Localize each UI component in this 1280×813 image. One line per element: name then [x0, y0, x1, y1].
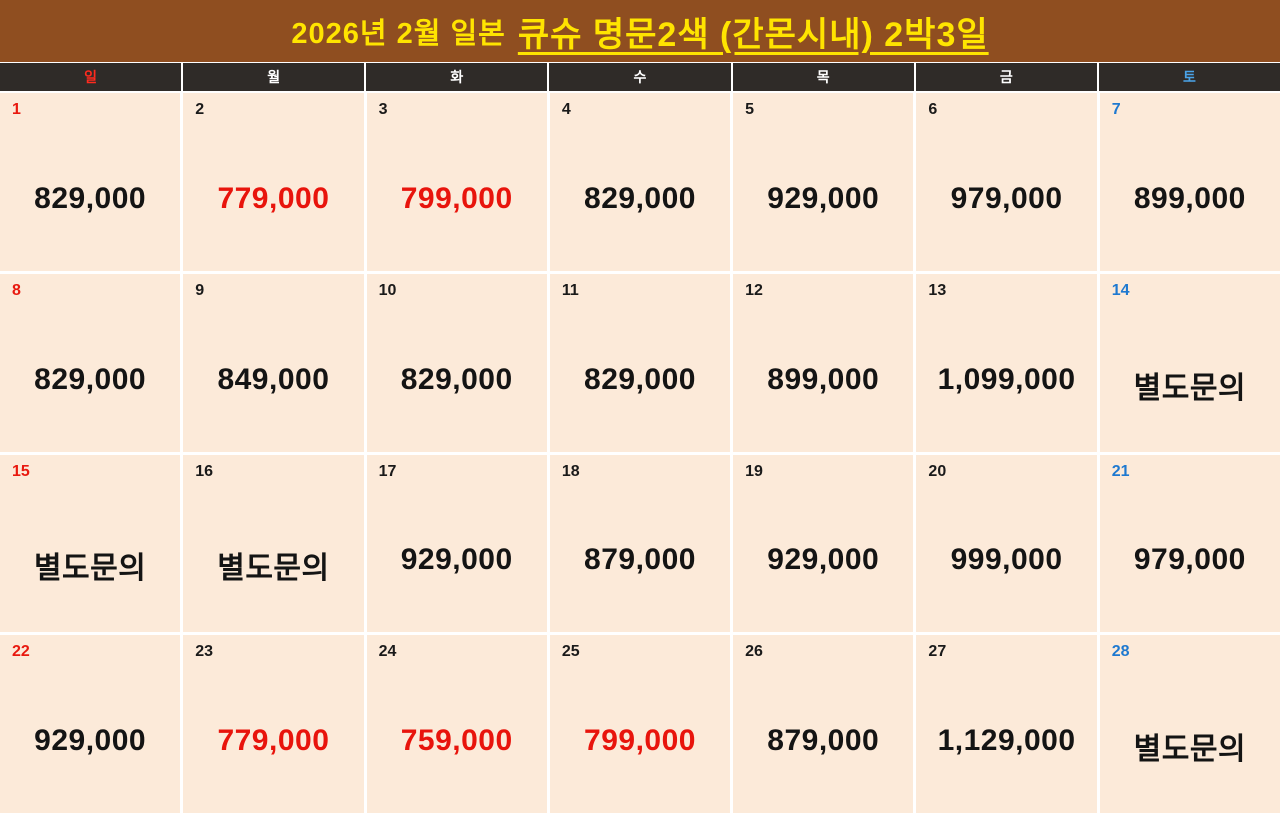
day-number: 19 [745, 462, 763, 480]
price-label: 829,000 [34, 362, 147, 396]
price-label: 1,129,000 [937, 724, 1076, 758]
day-number: 26 [745, 643, 763, 661]
calendar-cell: 16 별도문의 [183, 454, 364, 633]
price-label: 979,000 [950, 181, 1063, 215]
weekday-sun: 일 [0, 63, 182, 91]
day-number: 11 [561, 281, 579, 299]
price-label: 829,000 [584, 362, 696, 396]
calendar-cell: 12 899,000 [733, 273, 914, 452]
title-prefix: 2026년 2월 일본 [291, 18, 506, 50]
price-label: 899,000 [767, 362, 880, 396]
weekday-header: 일 월 화 수 목 금 토 [0, 62, 1280, 93]
calendar-cell: 11 829,000 [549, 273, 731, 452]
weekday-wed: 수 [549, 63, 731, 91]
price-label: 779,000 [217, 724, 330, 758]
price-label: 779,000 [217, 181, 330, 215]
day-number: 4 [561, 101, 571, 118]
price-label: 829,000 [34, 181, 147, 215]
day-number: 8 [12, 281, 21, 299]
day-number: 20 [928, 462, 947, 480]
calendar-cell: 25 799,000 [549, 635, 731, 813]
day-number: 1 [12, 101, 21, 118]
day-number: 17 [378, 462, 397, 480]
weekday-fri: 금 [915, 63, 1097, 91]
calendar-cell: 1 829,000 [0, 93, 181, 271]
calendar-cell: 24 759,000 [366, 635, 547, 813]
price-label: 929,000 [767, 543, 880, 577]
calendar-cell: 5 929,000 [733, 93, 914, 271]
day-number: 12 [745, 281, 763, 299]
calendar-cell: 27 1,129,000 [916, 635, 1097, 813]
day-number: 2 [195, 101, 205, 118]
price-label: 759,000 [400, 724, 513, 758]
calendar-cell: 7 899,000 [1099, 93, 1280, 271]
day-number: 23 [195, 643, 214, 661]
weekday-tue: 화 [366, 63, 548, 91]
calendar-cell: 19 929,000 [733, 454, 914, 633]
price-label: 929,000 [34, 724, 147, 758]
weekday-sat: 토 [1098, 63, 1280, 91]
price-label: 별도문의 [33, 552, 147, 586]
calendar-cell: 18 879,000 [549, 454, 731, 633]
day-number: 7 [1111, 101, 1121, 118]
calendar-cell: 21 979,000 [1099, 454, 1280, 633]
calendar-cell: 6 979,000 [916, 93, 1097, 271]
title-bar: 2026년 2월 일본 큐슈 명문2색 (간몬시내) 2박3일 [0, 0, 1280, 62]
day-number: 16 [195, 462, 214, 480]
calendar-cell: 10 829,000 [366, 273, 547, 452]
day-number: 22 [12, 643, 30, 661]
price-label: 879,000 [584, 543, 696, 577]
calendar-cell: 20 999,000 [916, 454, 1097, 633]
price-label: 별도문의 [1133, 371, 1247, 405]
calendar-cell: 14 별도문의 [1099, 273, 1280, 452]
calendar-cell: 17 929,000 [366, 454, 547, 633]
day-number: 25 [561, 643, 580, 661]
price-label: 929,000 [767, 181, 880, 215]
day-number: 6 [928, 101, 938, 118]
calendar-grid: 1 829,000 2 779,000 3 799,000 4 829,000 … [0, 93, 1280, 813]
price-label: 829,000 [400, 362, 513, 396]
page-title: 큐슈 명문2색 (간몬시내) 2박3일 [517, 15, 989, 54]
calendar-cell: 3 799,000 [366, 93, 547, 271]
price-label: 979,000 [1133, 543, 1246, 577]
price-label: 849,000 [217, 362, 330, 396]
price-label: 899,000 [1133, 181, 1246, 215]
price-label: 799,000 [400, 181, 513, 215]
day-number: 14 [1111, 281, 1130, 299]
day-number: 9 [195, 281, 205, 299]
price-label: 929,000 [400, 543, 513, 577]
weekday-mon: 월 [183, 63, 365, 91]
calendar-cell: 9 849,000 [183, 273, 364, 452]
day-number: 5 [745, 101, 755, 118]
day-number: 15 [12, 462, 30, 480]
day-number: 18 [561, 462, 580, 480]
calendar-cell: 8 829,000 [0, 273, 181, 452]
price-label: 별도문의 [217, 552, 330, 586]
day-number: 24 [378, 643, 397, 661]
day-number: 3 [378, 101, 388, 118]
calendar-cell: 2 779,000 [183, 93, 364, 271]
day-number: 28 [1111, 643, 1130, 661]
day-number: 10 [378, 281, 397, 299]
price-label: 879,000 [767, 724, 880, 758]
price-label: 별도문의 [1133, 733, 1247, 767]
calendar-cell: 13 1,099,000 [916, 273, 1097, 452]
price-label: 1,099,000 [937, 362, 1076, 396]
price-label: 999,000 [950, 543, 1063, 577]
calendar-cell: 22 929,000 [0, 635, 181, 813]
calendar-cell: 26 879,000 [733, 635, 914, 813]
calendar-cell: 15 별도문의 [0, 454, 181, 633]
weekday-thu: 목 [732, 63, 914, 91]
day-number: 27 [928, 643, 947, 661]
calendar-cell: 28 별도문의 [1099, 635, 1280, 813]
price-label: 799,000 [584, 724, 696, 758]
calendar-cell: 4 829,000 [549, 93, 731, 271]
day-number: 21 [1111, 462, 1130, 480]
calendar-cell: 23 779,000 [183, 635, 364, 813]
price-label: 829,000 [584, 181, 696, 215]
day-number: 13 [928, 281, 947, 299]
